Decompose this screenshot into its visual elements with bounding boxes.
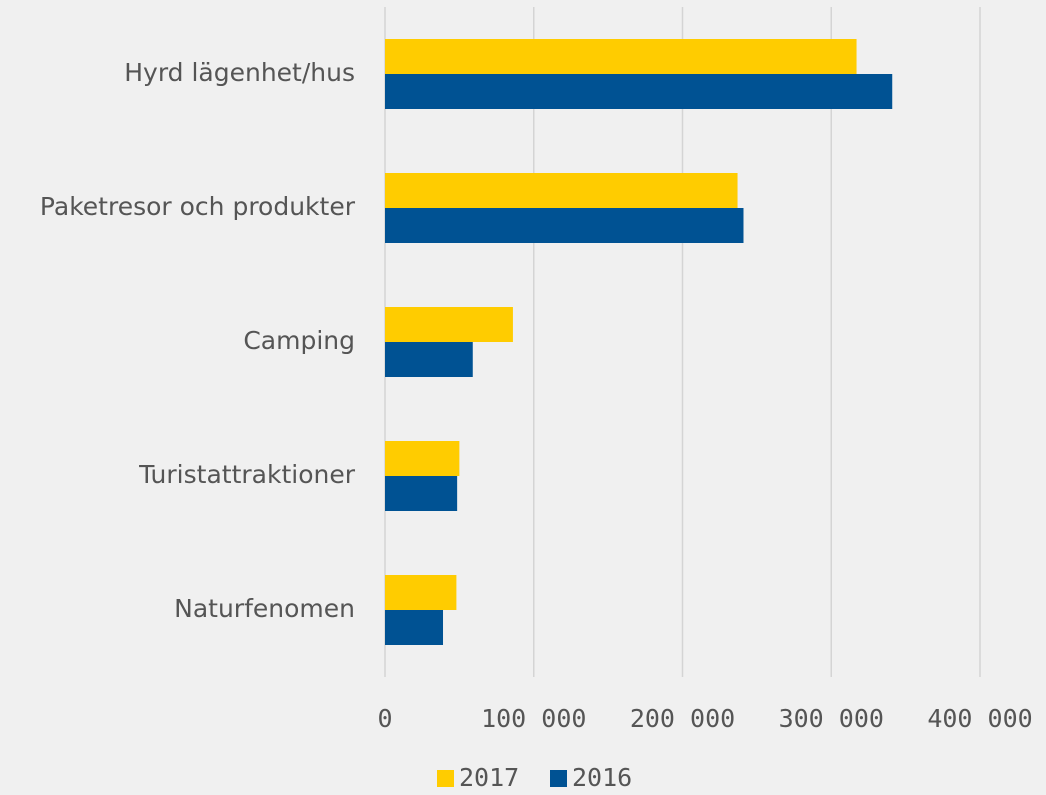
bar	[385, 441, 460, 476]
x-tick-label: 0	[377, 704, 392, 733]
y-tick-label: Camping	[243, 326, 355, 355]
y-tick-label: Paketresor och produkter	[40, 192, 356, 221]
bar	[385, 173, 738, 208]
bar	[385, 610, 444, 645]
legend-label: 2017	[459, 763, 519, 792]
legend-swatch	[437, 770, 454, 787]
bar	[385, 342, 473, 377]
bar	[385, 39, 857, 74]
x-tick-label: 200 000	[630, 704, 735, 733]
legend-label: 2016	[572, 763, 632, 792]
y-tick-label: Hyrd lägenhet/hus	[124, 58, 355, 87]
bar	[385, 307, 513, 342]
x-tick-label: 400 000	[927, 704, 1032, 733]
x-tick-label: 300 000	[779, 704, 884, 733]
x-tick-label: 100 000	[481, 704, 586, 733]
legend-swatch	[550, 770, 567, 787]
bar	[385, 476, 458, 511]
bar	[385, 575, 457, 610]
y-tick-label: Turistattraktioner	[138, 460, 356, 489]
y-tick-label: Naturfenomen	[174, 594, 355, 623]
bar	[385, 208, 744, 243]
bar	[385, 74, 893, 109]
